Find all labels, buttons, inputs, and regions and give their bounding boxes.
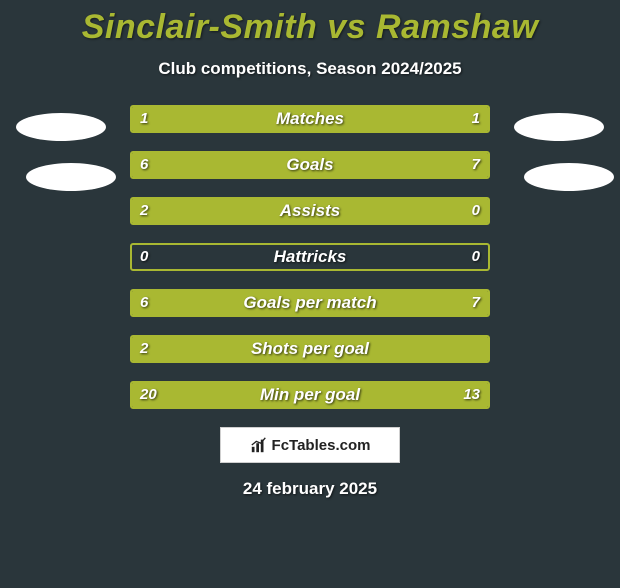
date-text: 24 february 2025 bbox=[0, 479, 620, 499]
stat-row: 2Shots per goal bbox=[130, 335, 490, 363]
stat-label: Min per goal bbox=[132, 383, 488, 407]
stat-label: Shots per goal bbox=[132, 337, 488, 361]
comparison-content: 11Matches 67Goals 20Assists 00Hattricks 67Go… bbox=[0, 105, 620, 409]
stat-label: Goals bbox=[132, 153, 488, 177]
stat-row: 11Matches bbox=[130, 105, 490, 133]
stat-row: 00Hattricks bbox=[130, 243, 490, 271]
player-photo-right-2 bbox=[524, 163, 614, 191]
brand-icon bbox=[250, 436, 268, 454]
stat-row: 67Goals bbox=[130, 151, 490, 179]
subtitle: Club competitions, Season 2024/2025 bbox=[0, 59, 620, 79]
stat-row: 2013Min per goal bbox=[130, 381, 490, 409]
stat-label: Matches bbox=[132, 107, 488, 131]
stat-label: Goals per match bbox=[132, 291, 488, 315]
player-photo-left-1 bbox=[16, 113, 106, 141]
page-title: Sinclair-Smith vs Ramshaw bbox=[0, 8, 620, 47]
stat-label: Hattricks bbox=[132, 245, 488, 269]
stat-row: 67Goals per match bbox=[130, 289, 490, 317]
player-photo-right-1 bbox=[514, 113, 604, 141]
player-photo-left-2 bbox=[26, 163, 116, 191]
stat-label: Assists bbox=[132, 199, 488, 223]
stat-bars: 11Matches 67Goals 20Assists 00Hattricks 67Go… bbox=[130, 105, 490, 409]
stat-row: 20Assists bbox=[130, 197, 490, 225]
brand-text: FcTables.com bbox=[272, 437, 371, 454]
brand-box: FcTables.com bbox=[220, 427, 400, 463]
